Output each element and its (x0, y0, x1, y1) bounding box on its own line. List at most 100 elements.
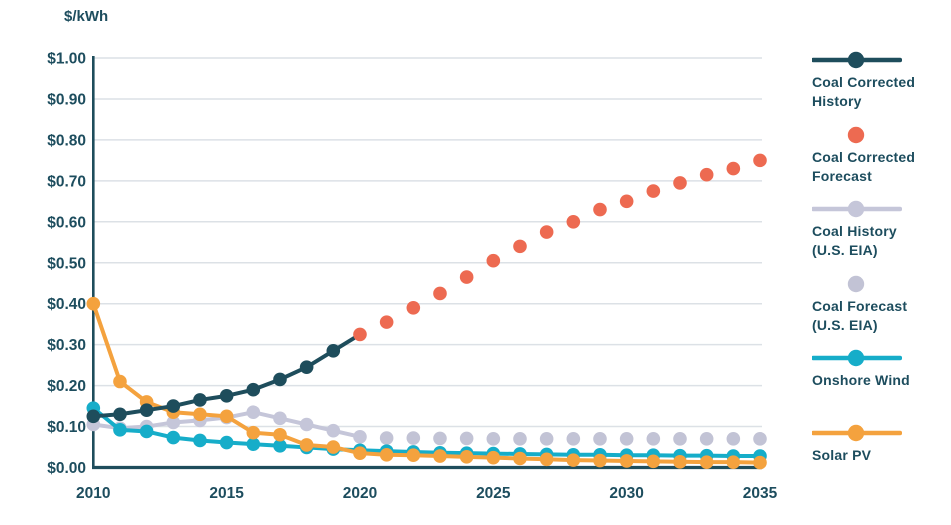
data-point-solar-pv (326, 440, 341, 454)
data-point-coal-corrected-forecast (513, 239, 527, 254)
legend-swatch-onshore-wind (812, 350, 902, 367)
data-point-coal-corrected-forecast (699, 167, 714, 182)
legend-swatch-coal-forecast-eia (847, 275, 865, 292)
legend-item-coal-history-eia: Coal History (U.S. EIA) (812, 200, 951, 275)
legend-swatch-coal-corrected-forecast (847, 126, 865, 143)
legend-dot (847, 200, 865, 218)
legend-swatch-coal-history-eia (812, 200, 902, 218)
data-point-coal-forecast-eia (459, 431, 474, 446)
y-tick-label: $0.90 (47, 91, 86, 108)
data-point-onshore-wind (193, 433, 207, 448)
series-coal-corrected-forecast (353, 153, 767, 342)
data-point-coal-forecast-eia (566, 432, 581, 446)
series-line-coal-corrected-history (91, 332, 362, 419)
legend-label-coal-forecast-eia: Coal Forecast (U.S. EIA) (812, 297, 908, 333)
data-point-coal-corrected-history (219, 389, 234, 403)
data-point-solar-pv (246, 425, 261, 440)
data-point-coal-history-eia (353, 429, 367, 444)
data-point-solar-pv (513, 451, 527, 466)
gridlines (93, 57, 762, 428)
series-coal-corrected-history (86, 332, 362, 424)
data-point-solar-pv (619, 454, 634, 468)
data-point-coal-corrected-forecast (619, 194, 634, 209)
legend-swatch-solar-pv (812, 424, 902, 442)
data-point-coal-corrected-forecast (486, 253, 501, 268)
data-point-coal-history-eia (273, 411, 287, 426)
legend-item-onshore-wind: Onshore Wind (812, 349, 951, 424)
legend-dot (847, 275, 865, 292)
y-tick-label: $0.50 (47, 255, 86, 272)
legend-label-coal-history-eia: Coal History (U.S. EIA) (812, 223, 897, 259)
data-point-coal-forecast-eia (699, 432, 714, 446)
data-point-coal-corrected-forecast (353, 327, 367, 342)
data-point-coal-history-eia (299, 417, 314, 432)
x-tick-label: 2025 (476, 485, 511, 502)
y-tick-label: $0.30 (47, 337, 86, 354)
legend-item-coal-forecast-eia: Coal Forecast (U.S. EIA) (812, 275, 951, 350)
data-point-onshore-wind (273, 438, 287, 453)
data-point-coal-corrected-history (113, 407, 127, 422)
data-point-coal-corrected-history (299, 360, 314, 374)
y-tick-label: $0.60 (47, 214, 86, 231)
data-point-coal-corrected-forecast (406, 300, 421, 315)
data-point-solar-pv (646, 454, 661, 469)
data-point-solar-pv (539, 452, 554, 467)
data-point-solar-pv (406, 448, 421, 463)
data-point-coal-forecast-eia (486, 432, 501, 446)
data-point-solar-pv (433, 449, 447, 463)
data-point-coal-corrected-forecast (379, 315, 394, 329)
data-point-coal-corrected-forecast (593, 202, 607, 217)
data-point-coal-history-eia (326, 423, 341, 438)
y-tick-label: $1.00 (47, 51, 86, 68)
data-point-solar-pv (566, 453, 581, 467)
legend-dot (847, 51, 865, 69)
data-point-coal-forecast-eia (593, 432, 607, 446)
data-point-onshore-wind (246, 437, 261, 451)
data-point-solar-pv (459, 450, 474, 464)
data-point-solar-pv (699, 455, 714, 469)
data-point-solar-pv (726, 455, 741, 469)
data-point-onshore-wind (219, 435, 234, 450)
data-point-solar-pv (753, 455, 767, 470)
x-tick-label: 2030 (609, 485, 643, 502)
data-point-solar-pv (273, 427, 287, 442)
data-point-coal-corrected-forecast (753, 153, 767, 168)
data-point-solar-pv (86, 296, 101, 311)
data-point-onshore-wind (113, 423, 127, 437)
data-point-coal-corrected-history (326, 343, 341, 358)
legend-item-solar-pv: Solar PV (812, 424, 951, 499)
x-tick-label: 2020 (343, 485, 377, 502)
data-point-coal-corrected-history (139, 403, 154, 417)
x-tick-label: 2015 (209, 485, 244, 502)
y-tick-label: $0.70 (47, 173, 86, 190)
y-axis-unit-label: $/kWh (64, 8, 109, 25)
legend-item-coal-corrected-history: Coal Corrected History (812, 51, 951, 126)
data-point-coal-forecast-eia (433, 431, 447, 446)
data-point-solar-pv (193, 407, 207, 422)
data-point-coal-corrected-forecast (566, 215, 581, 229)
data-point-coal-forecast-eia (539, 432, 554, 446)
axes (92, 56, 762, 470)
series-solar-pv (86, 296, 767, 470)
data-point-coal-forecast-eia (673, 432, 687, 446)
y-tick-label: $0.40 (47, 296, 86, 313)
data-point-coal-corrected-forecast (539, 225, 554, 239)
legend-swatch-coal-corrected-history (812, 51, 902, 69)
chart-legend: Coal Corrected History Coal Corrected Forec… (812, 51, 951, 499)
data-point-coal-corrected-history (246, 382, 261, 397)
y-tick-label: $0.80 (47, 132, 86, 149)
data-point-coal-forecast-eia (619, 432, 634, 446)
x-tick-label: 2035 (743, 485, 778, 502)
data-point-coal-history-eia (166, 415, 181, 430)
data-point-coal-corrected-history (193, 393, 207, 407)
data-point-coal-forecast-eia (379, 431, 394, 445)
series-onshore-wind (86, 401, 767, 463)
legend-label-coal-corrected-forecast: Coal Corrected Forecast (812, 148, 916, 184)
y-tick-label: $0.10 (47, 419, 86, 436)
data-point-coal-corrected-forecast (433, 286, 447, 301)
data-point-solar-pv (299, 438, 314, 452)
data-point-solar-pv (486, 450, 501, 465)
data-point-solar-pv (593, 453, 607, 468)
legend-label-coal-corrected-history: Coal Corrected History (812, 74, 916, 109)
